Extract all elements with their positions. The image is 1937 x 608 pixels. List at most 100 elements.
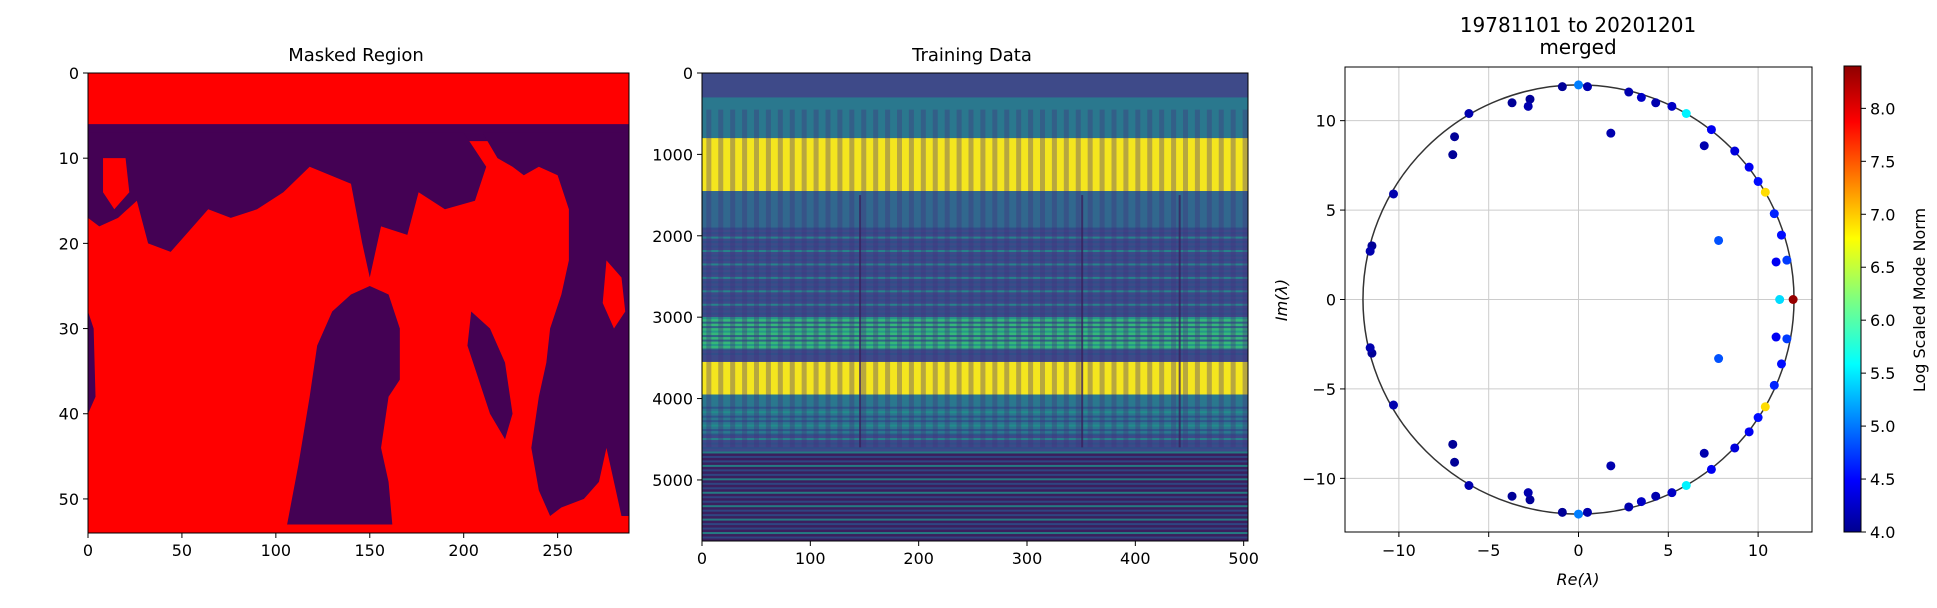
eigenvalue-y-ticks: −10 −5 0 5 10 [1302, 112, 1345, 488]
x-tick-label: −5 [1477, 541, 1501, 560]
column-stripe [1087, 109, 1093, 448]
column-stripe [730, 109, 736, 448]
band-fill [702, 394, 1248, 436]
stripe [702, 294, 1248, 297]
x-tick-label: 100 [795, 549, 826, 568]
stripe [702, 527, 1248, 530]
y-tick-label: 0 [683, 64, 693, 83]
column-stripe [1194, 109, 1200, 448]
stripe [702, 254, 1248, 257]
eigenvalue-point [1760, 187, 1770, 197]
training-data-frame [701, 72, 1249, 542]
dark-column [859, 195, 862, 448]
stripe [702, 451, 1248, 454]
stripe [702, 281, 1248, 284]
eigenvalue-point [1651, 98, 1661, 108]
column-stripe [754, 109, 759, 448]
column-stripe [1051, 109, 1057, 448]
y-tick-label: 1000 [652, 145, 693, 164]
stripe [702, 339, 1248, 342]
land-shape [88, 311, 96, 414]
stripe [702, 276, 1248, 279]
column-stripe [956, 109, 962, 448]
eigenvalue-point [1771, 257, 1781, 267]
stripe [702, 232, 1248, 235]
eigenvalue-point [1753, 413, 1763, 423]
masked-region-image [88, 73, 629, 533]
x-tick-label: 50 [172, 541, 192, 560]
x-tick-label: 0 [697, 549, 707, 568]
stripe [702, 442, 1248, 445]
column-stripe [1135, 109, 1141, 448]
stripe [702, 415, 1248, 418]
x-tick-label: 200 [448, 541, 479, 560]
x-tick-label: 5 [1663, 541, 1673, 560]
eigenvalue-point [1667, 101, 1677, 111]
column-stripe [1242, 109, 1248, 448]
column-stripe [932, 109, 938, 448]
column-stripe [1075, 109, 1081, 448]
dark-column [1081, 195, 1084, 448]
column-stripe [908, 109, 914, 448]
eigenvalue-point [1582, 82, 1592, 92]
training-data-title: Training Data [911, 45, 1032, 66]
dark-column [1178, 195, 1181, 448]
training-data-y-ticks: 0 1000 2000 3000 4000 5000 [652, 64, 702, 490]
eigenvalue-point [1388, 189, 1398, 199]
land-shape [88, 132, 487, 278]
land-shape [287, 285, 400, 525]
stripe [702, 536, 1248, 539]
column-stripe [968, 109, 974, 448]
eigenvalue-point [1706, 464, 1716, 474]
eigenvalue-point [1681, 481, 1691, 490]
eigenvalue-points [1365, 80, 1798, 519]
eigenvalue-point [1582, 507, 1592, 517]
eigenvalue-point [1574, 80, 1583, 90]
eigenvalue-point [1636, 497, 1646, 507]
stripe [702, 500, 1248, 503]
column-stripe [861, 109, 867, 448]
x-tick-label: 250 [542, 541, 573, 560]
y-tick-label: 3000 [652, 308, 693, 327]
eigenvalue-point [1523, 488, 1533, 498]
colorbar-tick-label: 5.0 [1870, 417, 1895, 436]
stripe [702, 335, 1248, 338]
eigenvalue-point [1753, 176, 1763, 186]
training-data-image [702, 73, 1248, 541]
column-stripe [837, 109, 843, 448]
eigenvalue-grid [1345, 67, 1812, 532]
eigenvalue-point [1651, 491, 1661, 501]
stripe [702, 411, 1248, 414]
training-data-x-ticks: 0 100 200 300 400 500 [697, 541, 1259, 568]
eigenvalue-point [1681, 109, 1691, 118]
eigenvalue-point [1744, 162, 1754, 172]
eigenvalue-point [1606, 461, 1616, 471]
x-tick-label: 300 [1012, 549, 1043, 568]
y-tick-label: 30 [59, 320, 79, 339]
eigenvalue-title: 19781101 to 20201201 [1460, 13, 1696, 37]
eigenvalue-point [1771, 332, 1781, 342]
stripe [702, 487, 1248, 490]
stripe [702, 250, 1248, 253]
column-stripe [1040, 109, 1045, 448]
stripe [702, 496, 1248, 499]
column-stripe [1171, 109, 1177, 448]
column-stripe [1016, 109, 1022, 448]
y-tick-label: −10 [1302, 469, 1336, 488]
eigenvalue-point [1782, 334, 1792, 344]
colorbar-tick-label: 4.5 [1870, 470, 1895, 489]
stripe [702, 509, 1248, 512]
y-tick-label: 0 [69, 64, 79, 83]
column-stripe [706, 109, 712, 448]
column-stripe [1099, 109, 1105, 448]
stripe [702, 460, 1248, 463]
x-tick-label: 0 [1573, 541, 1583, 560]
stripe [702, 267, 1248, 270]
eigenvalue-point [1760, 402, 1770, 412]
colorbar-tick-label: 7.0 [1870, 205, 1895, 224]
x-tick-label: 500 [1228, 549, 1259, 568]
column-stripe [1183, 109, 1188, 448]
eigenvalue-panel: 19781101 to 20201201 merged −10 −5 0 5 10 −1… [1272, 13, 1929, 589]
stripe [702, 469, 1248, 472]
